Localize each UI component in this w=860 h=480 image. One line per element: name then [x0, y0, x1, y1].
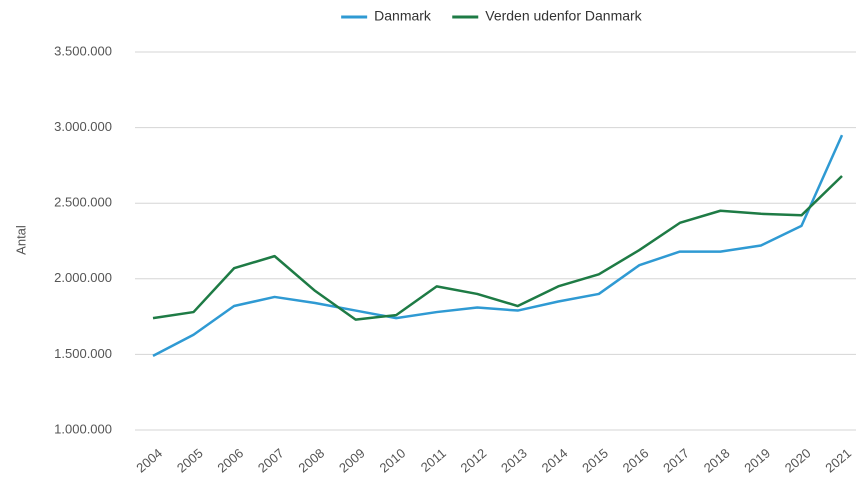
y-tick-label: 2.000.000 [54, 270, 112, 285]
x-tick-label: 2017 [660, 445, 692, 475]
y-tick-label: 3.000.000 [54, 119, 112, 134]
x-tick-label: 2020 [782, 445, 814, 475]
y-tick-label: 1.500.000 [54, 346, 112, 361]
legend-label: Verden udenfor Danmark [485, 8, 642, 24]
line-series [152, 134, 844, 358]
y-tick-label: 2.500.000 [54, 195, 112, 210]
x-tick-label: 2005 [174, 445, 206, 475]
x-tick-label: 2021 [822, 445, 854, 475]
y-tick-label: 1.000.000 [54, 421, 112, 436]
x-tick-label: 2015 [579, 445, 611, 475]
x-tick-label: 2010 [377, 445, 409, 475]
x-tick-label: 2006 [214, 445, 246, 475]
x-tick-label: 2016 [620, 445, 652, 475]
y-axis-label: Antal [13, 225, 28, 255]
x-tick-label: 2011 [418, 445, 449, 474]
x-tick-label: 2008 [295, 445, 327, 475]
x-tick-label: 2014 [539, 445, 571, 475]
y-tick-label: 3.500.000 [54, 43, 112, 58]
x-tick-label: 2004 [133, 445, 165, 475]
x-tick-label: 2018 [701, 445, 733, 475]
x-tick-label: 2007 [255, 445, 287, 475]
x-tick-label: 2019 [741, 445, 773, 475]
x-tick-label: 2012 [458, 445, 490, 475]
legend-label: Danmark [374, 8, 432, 24]
x-tick-label: 2009 [336, 445, 368, 475]
line-series [152, 175, 843, 321]
x-tick-label: 2013 [498, 445, 530, 475]
